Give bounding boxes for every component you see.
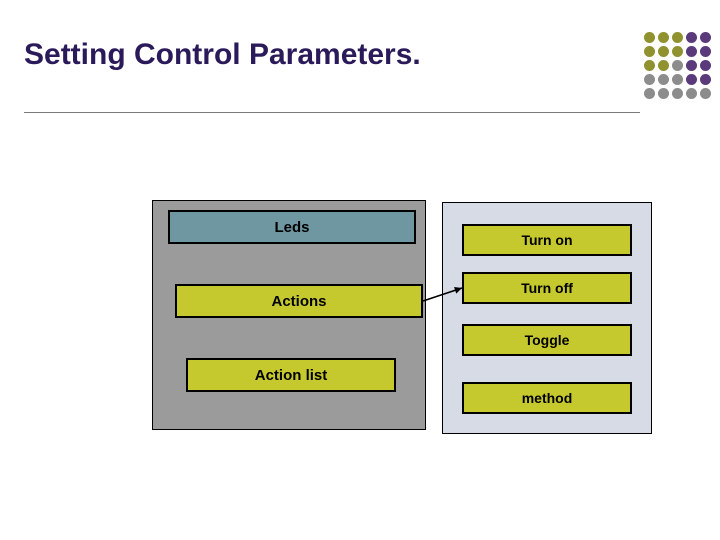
leds-label: Leds [274,219,309,236]
toggle-box: Toggle [462,324,632,356]
actions-box: Actions [175,284,423,318]
action-list-label: Action list [255,367,328,384]
leds-box: Leds [168,210,416,244]
method-box: method [462,382,632,414]
corner-dots-icon [642,30,713,101]
page-title: Setting Control Parameters. [24,38,421,72]
turn-off-box: Turn off [462,272,632,304]
method-label: method [522,390,573,406]
action-list-box: Action list [186,358,396,392]
toggle-label: Toggle [525,332,570,348]
actions-label: Actions [271,293,326,310]
turn-on-box: Turn on [462,224,632,256]
turn-off-label: Turn off [521,280,573,296]
turn-on-label: Turn on [521,232,572,248]
title-underline [24,112,640,113]
